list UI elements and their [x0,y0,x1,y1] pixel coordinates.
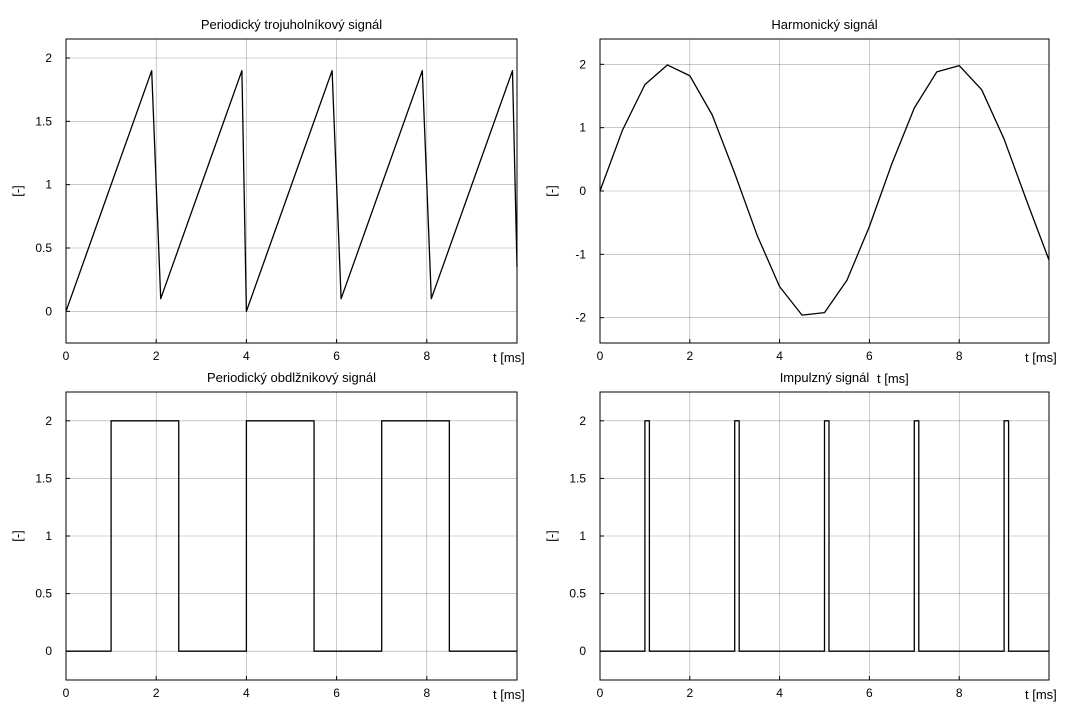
chart-harmonic-xtick-label-1: 2 [686,349,693,363]
chart-rectangle-ylabel: [-] [10,530,25,542]
chart-rectangle-xtick-label-2: 4 [243,686,250,700]
harmonic-signal-plot: 0 2 4 6 8 -2 -1 0 1 2 Harmonický signál t [ms] [-] [544,17,1057,365]
chart-harmonic-ytick-label-4: 2 [579,57,586,71]
chart-rectangle-ytick-label-1: 0.5 [35,587,52,601]
chart-impulse-title: Impulzný signál [780,370,870,385]
chart-triangle-ytick-label-4: 2 [45,51,52,65]
chart-harmonic-series-line-0 [599,64,1050,316]
chart-triangle-xlabel: t [ms] [493,350,525,365]
chart-triangle-frame [65,38,518,344]
rectangle-signal-plot: 0 2 4 6 8 0 0.5 1 1.5 2 Periodický obdlžnikový sig… [10,370,525,702]
chart-harmonic-xtick-label-2: 4 [776,349,783,363]
chart-impulse-xtick-label-2: 4 [776,686,783,700]
chart-rectangle-ytick-label-0: 0 [45,644,52,658]
chart-rectangle-ytick-label-4: 2 [45,414,52,428]
chart-impulse-ytick-label-4: 2 [579,414,586,428]
chart-impulse-xtick-label-4: 8 [956,686,963,700]
chart-impulse-ytick-label-1: 0.5 [569,587,586,601]
chart-triangle-ytick-label-2: 1 [45,178,52,192]
chart-impulse-ytick-label-3: 1.5 [569,471,586,485]
chart-rectangle-xtick-label-1: 2 [153,686,160,700]
chart-triangle-series-line-0 [65,70,518,312]
chart-harmonic-ylabel: [-] [544,185,559,197]
chart-impulse-xtick-label-0: 0 [597,686,604,700]
chart-impulse-series-line-0 [600,420,1049,652]
chart-impulse-xtick-label-1: 2 [686,686,693,700]
triangle-signal-plot: 0 2 4 6 8 0 0.5 1 1.5 2 Periodický trojuholníkový … [10,17,525,365]
chart-harmonic-title: Harmonický signál [771,17,877,32]
chart-rectangle-xlabel: t [ms] [493,687,525,702]
chart-rectangle-xtick-label-4: 8 [423,686,430,700]
chart-triangle-ytick-label-3: 1.5 [35,114,52,128]
chart-harmonic-ytick-label-1: -1 [575,247,586,261]
chart-triangle-ytick-label-1: 0.5 [35,241,52,255]
chart-triangle-title: Periodický trojuholníkový signál [201,17,382,32]
impulse-signal-plot: 0 2 4 6 8 0 0.5 1 1.5 2 Impulzný signál t [ms] [-] [544,370,1057,702]
chart-rectangle-xtick-label-3: 6 [333,686,340,700]
chart-rectangle-xtick-label-0: 0 [63,686,70,700]
chart-triangle-ytick-label-0: 0 [45,304,52,318]
chart-harmonic-ytick-label-3: 1 [579,121,586,135]
chart-triangle-xtick-label-3: 6 [333,349,340,363]
chart-triangle-xtick-label-4: 8 [423,349,430,363]
chart-harmonic-xlabel: t [ms] [1025,350,1057,365]
chart-impulse-xtick-label-3: 6 [866,686,873,700]
harmonic-xlabel-repeat: t [ms] [877,371,909,386]
chart-triangle-xtick-label-2: 4 [243,349,250,363]
chart-rectangle-ytick-label-2: 1 [45,529,52,543]
chart-harmonic-ytick-label-2: 0 [579,184,586,198]
chart-impulse-ytick-label-0: 0 [579,644,586,658]
chart-harmonic-xtick-label-4: 8 [956,349,963,363]
chart-rectangle-ytick-label-3: 1.5 [35,471,52,485]
chart-harmonic-xtick-label-0: 0 [597,349,604,363]
chart-triangle-xtick-label-1: 2 [153,349,160,363]
chart-harmonic-ytick-label-0: -2 [575,311,586,325]
chart-impulse-ytick-label-2: 1 [579,529,586,543]
chart-triangle-ylabel: [-] [10,185,25,197]
chart-rectangle-series-line-0 [66,420,517,652]
chart-triangle-xtick-label-0: 0 [63,349,70,363]
chart-impulse-ylabel: [-] [544,530,559,542]
chart-rectangle-title: Periodický obdlžnikový signál [207,370,376,385]
chart-impulse-xlabel: t [ms] [1025,687,1057,702]
chart-harmonic-xtick-label-3: 6 [866,349,873,363]
